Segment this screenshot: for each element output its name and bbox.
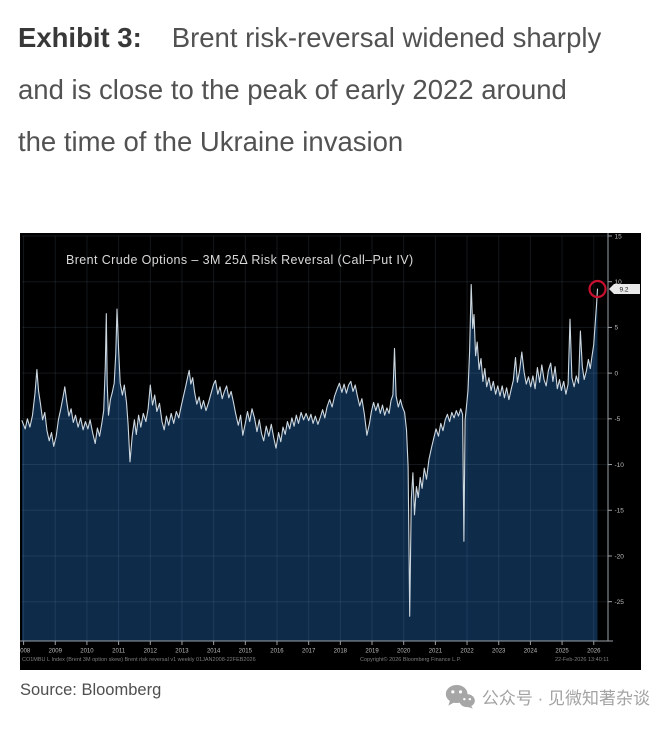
y-tick-label: -5 bbox=[615, 416, 621, 423]
watermark-text: 公众号 · 见微知著杂谈 bbox=[481, 689, 650, 708]
x-tick-year-label: 2025 bbox=[555, 649, 569, 655]
x-tick-year-label: 2008 bbox=[20, 649, 31, 655]
x-tick-year-label: 2022 bbox=[460, 649, 474, 655]
source-attribution: Source: Bloomberg bbox=[20, 681, 162, 699]
x-tick-year-label: 2010 bbox=[80, 649, 94, 655]
y-tick-label: 10 bbox=[615, 279, 623, 286]
chart-footnote-datetime: 22-Feb-2026 13:40:11 bbox=[554, 657, 609, 663]
y-tick-label: -20 bbox=[615, 553, 625, 560]
watermark: 公众号 · 见微知著杂谈 bbox=[445, 684, 650, 709]
x-tick-year-label: 2015 bbox=[239, 649, 253, 655]
x-tick-year-label: 2012 bbox=[144, 649, 158, 655]
risk-reversal-chart: 15 10 5 0 -5 -10 -15 -20 -25 2008 2009 2010 2011 2012… bbox=[17, 233, 640, 655]
exhibit-heading-text: Brent risk-reversal widened sharply and … bbox=[18, 22, 602, 157]
x-tick-year-label: 2011 bbox=[112, 649, 126, 655]
latest-point-red-circle bbox=[588, 279, 607, 299]
y-tick-label: -25 bbox=[615, 599, 625, 606]
chart-footnote-copyright: Copyright© 2026 Bloomberg Finance L.P. bbox=[360, 657, 462, 663]
x-tick-year-label: 2014 bbox=[207, 649, 221, 655]
x-tick-year-label: 2018 bbox=[334, 649, 348, 655]
y-tick-label: 15 bbox=[615, 233, 623, 240]
chart-footnote-ticker: CO1MBU L Index (Brent 3M option skew) Br… bbox=[22, 657, 256, 663]
wechat-icon bbox=[445, 685, 475, 709]
x-tick-year-label: 2024 bbox=[524, 649, 538, 655]
x-tick-year-label: 2021 bbox=[429, 649, 443, 655]
chart-title: Brent Crude Options – 3M 25Δ Risk Revers… bbox=[66, 253, 414, 267]
risk-reversal-area-fill bbox=[22, 284, 598, 641]
bloomberg-chart-panel: 15 10 5 0 -5 -10 -15 -20 -25 2008 2009 2010 2011 2012… bbox=[17, 233, 641, 670]
y-tick-label: 5 bbox=[615, 325, 619, 332]
risk-reversal-line bbox=[21, 283, 599, 617]
x-tick-year-label: 2017 bbox=[302, 649, 316, 655]
x-tick-year-label: 2020 bbox=[397, 649, 411, 655]
x-tick-year-label: 2009 bbox=[49, 649, 63, 655]
y-tick-label: 0 bbox=[615, 370, 619, 377]
last-value-label-text: 9.2 bbox=[619, 286, 628, 293]
x-tick-year-label: 2026 bbox=[587, 649, 601, 655]
exhibit-number-label: Exhibit 3: bbox=[18, 22, 142, 53]
exhibit-heading: Exhibit 3: Brent risk-reversal widened sh… bbox=[18, 12, 608, 168]
x-tick-year-label: 2019 bbox=[365, 649, 379, 655]
x-tick-year-label: 2023 bbox=[492, 649, 506, 655]
x-tick-year-label: 2016 bbox=[270, 649, 284, 655]
x-tick-year-label: 2013 bbox=[175, 649, 189, 655]
last-value-label-box bbox=[609, 284, 640, 295]
y-tick-label: -15 bbox=[615, 508, 625, 515]
y-tick-label: -10 bbox=[615, 462, 625, 469]
